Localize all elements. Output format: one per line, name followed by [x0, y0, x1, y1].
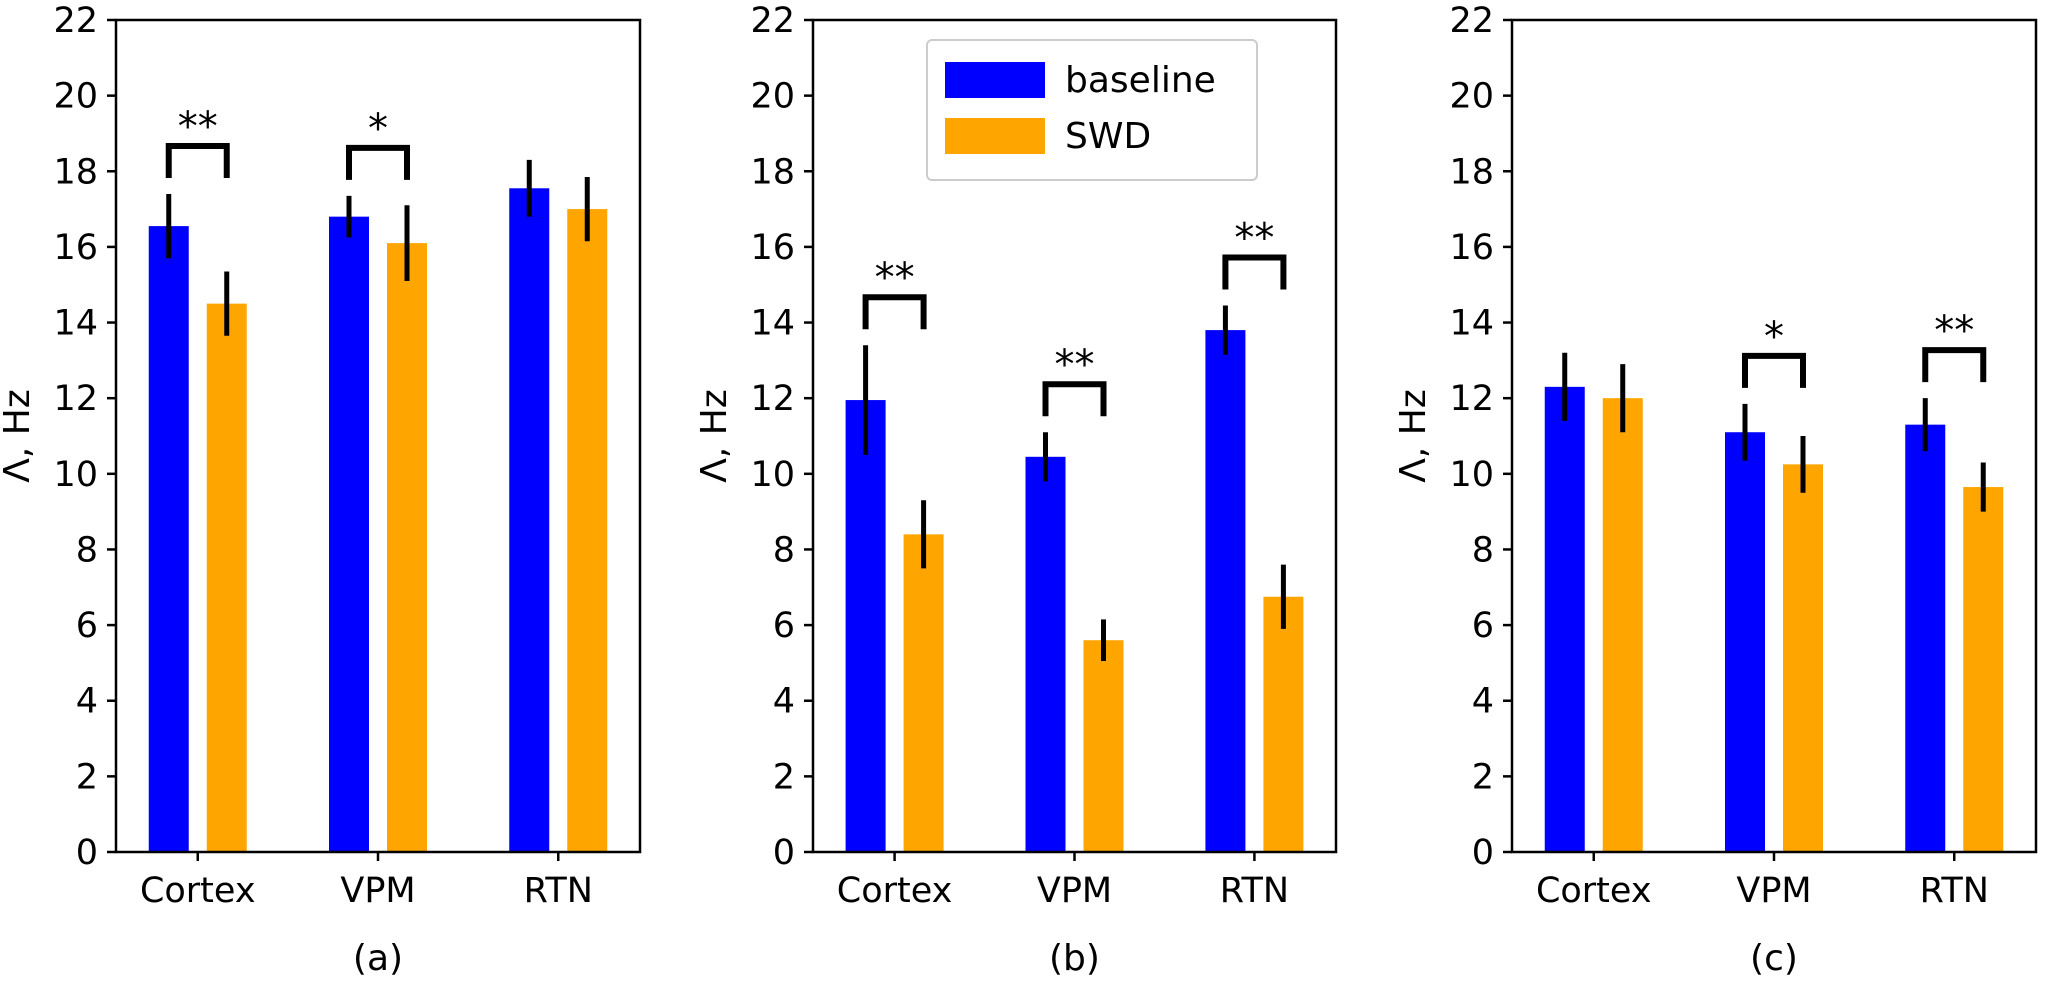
y-tick-label: 6 — [773, 606, 795, 646]
y-tick-label: 10 — [750, 455, 795, 495]
y-tick-label: 6 — [76, 606, 98, 646]
significance-bracket-vpm — [1742, 352, 1806, 388]
x-tick-label-rtn: RTN — [524, 871, 593, 911]
legend-label-baseline: baseline — [1065, 60, 1216, 101]
y-tick-label: 16 — [1449, 228, 1494, 268]
bar-baseline-vpm — [1725, 432, 1765, 852]
significance-bracket-rtn — [1222, 254, 1287, 290]
bar-swd-cortex — [903, 534, 944, 852]
y-tick-label: 12 — [53, 379, 98, 419]
y-tick-label: 16 — [750, 228, 795, 268]
bar-swd-vpm — [1083, 640, 1124, 852]
bar-baseline-rtn — [509, 188, 550, 853]
y-tick-label: 4 — [76, 682, 98, 722]
legend-swatch-swd — [945, 118, 1045, 154]
bar-baseline-vpm — [329, 216, 369, 852]
y-tick-label: 22 — [1449, 1, 1494, 41]
bar-baseline-cortex — [1544, 386, 1585, 852]
y-tick-label: 8 — [1472, 530, 1494, 570]
y-tick-label: 0 — [773, 833, 795, 873]
x-tick-label-vpm: VPM — [1736, 871, 1811, 911]
significance-label-vpm: ** — [1055, 342, 1095, 388]
bar-baseline-cortex — [845, 400, 886, 852]
y-tick-label: 6 — [1472, 606, 1494, 646]
y-tick-label: 18 — [53, 152, 98, 192]
bar-baseline-rtn — [1905, 424, 1946, 852]
significance-label-rtn: ** — [1234, 216, 1274, 262]
y-tick-label: 12 — [1449, 379, 1494, 419]
x-tick-label-cortex: Cortex — [1536, 871, 1652, 911]
bar-swd-cortex — [1602, 398, 1643, 852]
significance-label-vpm: * — [1764, 314, 1784, 360]
significance-bracket-vpm — [1042, 381, 1107, 417]
y-tick-label: 20 — [53, 77, 98, 117]
bar-baseline-vpm — [1025, 456, 1066, 852]
y-axis-title: Λ, Hz — [694, 389, 735, 482]
significance-bracket-rtn — [1922, 347, 1987, 383]
y-tick-label: 20 — [750, 77, 795, 117]
panel-label: (a) — [353, 938, 403, 979]
y-tick-label: 0 — [1472, 833, 1494, 873]
x-tick-label-rtn: RTN — [1920, 871, 1989, 911]
y-tick-label: 2 — [1472, 757, 1494, 797]
y-tick-label: 0 — [76, 833, 98, 873]
y-tick-label: 20 — [1449, 77, 1494, 117]
y-tick-label: 22 — [53, 1, 98, 41]
x-tick-label-cortex: Cortex — [140, 871, 256, 911]
x-tick-label-vpm: VPM — [340, 871, 415, 911]
bar-swd-cortex — [206, 303, 247, 852]
y-tick-label: 22 — [750, 1, 795, 41]
significance-bracket-cortex — [862, 294, 927, 330]
y-tick-label: 14 — [750, 304, 795, 344]
y-tick-label: 18 — [1449, 152, 1494, 192]
significance-label-cortex: ** — [178, 104, 218, 150]
significance-bracket-vpm — [346, 144, 410, 180]
y-tick-label: 2 — [773, 757, 795, 797]
x-tick-label-cortex: Cortex — [837, 871, 953, 911]
significance-label-rtn: ** — [1934, 308, 1974, 354]
bar-swd-rtn — [567, 209, 608, 852]
legend-swatch-baseline — [945, 62, 1045, 98]
axes-frame — [1510, 18, 2038, 854]
bar-swd-rtn — [1263, 596, 1304, 852]
panel-label: (c) — [1750, 938, 1798, 979]
bar-baseline-rtn — [1205, 330, 1246, 852]
x-tick-label-vpm: VPM — [1037, 871, 1112, 911]
y-tick-label: 16 — [53, 228, 98, 268]
y-tick-label: 8 — [76, 530, 98, 570]
bar-swd-vpm — [1783, 464, 1823, 852]
legend-label-swd: SWD — [1065, 116, 1151, 157]
y-tick-label: 4 — [773, 682, 795, 722]
y-tick-label: 14 — [53, 304, 98, 344]
y-tick-label: 10 — [53, 455, 98, 495]
y-tick-label: 14 — [1449, 304, 1494, 344]
significance-label-cortex: ** — [875, 255, 915, 301]
bar-swd-vpm — [387, 243, 427, 853]
y-axis-title: Λ, Hz — [1393, 389, 1434, 482]
x-tick-label-rtn: RTN — [1220, 871, 1289, 911]
y-tick-label: 4 — [1472, 682, 1494, 722]
y-tick-label: 10 — [1449, 455, 1494, 495]
y-tick-label: 2 — [76, 757, 98, 797]
y-tick-label: 8 — [773, 530, 795, 570]
y-axis-title: Λ, Hz — [0, 389, 38, 482]
significance-label-vpm: * — [368, 106, 388, 152]
bar-baseline-cortex — [148, 226, 189, 853]
panel-label: (b) — [1049, 938, 1100, 979]
y-tick-label: 18 — [750, 152, 795, 192]
bar-swd-rtn — [1963, 487, 2004, 852]
y-tick-label: 12 — [750, 379, 795, 419]
significance-bracket-cortex — [165, 142, 230, 178]
